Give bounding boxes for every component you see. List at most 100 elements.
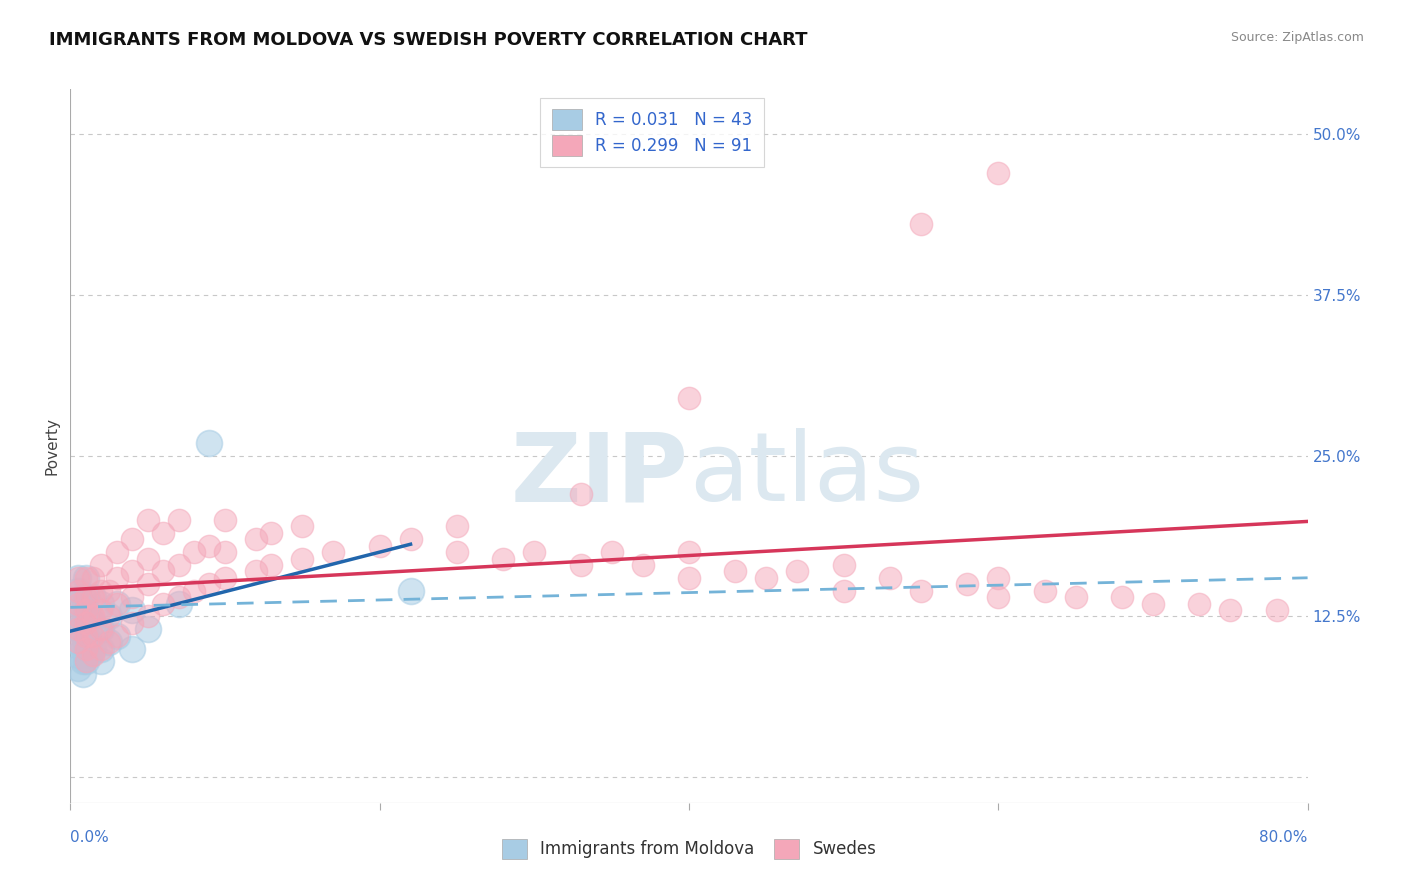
Point: [105, 597, 128, 611]
Text: Source: ZipAtlas.com: Source: ZipAtlas.com: [1230, 31, 1364, 45]
Point: [98, 635, 120, 649]
Point: [136, 577, 159, 591]
Point: [678, 391, 700, 405]
Point: [75, 641, 97, 656]
Text: 80.0%: 80.0%: [1260, 830, 1308, 845]
Point: [98, 583, 120, 598]
Point: [121, 565, 143, 579]
Point: [446, 519, 468, 533]
Point: [75, 615, 97, 630]
Point: [832, 558, 855, 572]
Point: [631, 558, 654, 572]
Point: [67, 583, 90, 598]
Point: [82, 615, 105, 630]
Point: [399, 533, 422, 547]
Point: [90, 583, 112, 598]
Point: [322, 545, 344, 559]
Point: [90, 603, 112, 617]
Point: [105, 545, 128, 559]
Point: [90, 597, 112, 611]
Point: [75, 615, 97, 630]
Point: [67, 635, 90, 649]
Point: [75, 629, 97, 643]
Point: [67, 622, 90, 636]
Point: [105, 629, 128, 643]
Point: [82, 571, 105, 585]
Point: [90, 654, 112, 668]
Point: [82, 641, 105, 656]
Point: [291, 551, 314, 566]
Point: [82, 648, 105, 662]
Point: [956, 577, 979, 591]
Point: [75, 590, 97, 604]
Point: [198, 435, 221, 450]
Point: [260, 525, 283, 540]
Point: [167, 590, 190, 604]
Point: [214, 545, 236, 559]
Point: [446, 545, 468, 559]
Point: [121, 533, 143, 547]
Point: [755, 571, 778, 585]
Point: [1064, 590, 1087, 604]
Point: [98, 609, 120, 624]
Point: [90, 622, 112, 636]
Point: [724, 565, 747, 579]
Point: [214, 513, 236, 527]
Point: [105, 571, 128, 585]
Point: [987, 590, 1010, 604]
Point: [260, 558, 283, 572]
Point: [98, 635, 120, 649]
Point: [75, 571, 97, 585]
Point: [98, 609, 120, 624]
Point: [183, 545, 205, 559]
Point: [136, 609, 159, 624]
Point: [105, 629, 128, 643]
Point: [569, 487, 592, 501]
Point: [72, 603, 94, 617]
Point: [75, 603, 97, 617]
Point: [1265, 603, 1288, 617]
Point: [198, 539, 221, 553]
Point: [368, 539, 391, 553]
Point: [72, 654, 94, 668]
Point: [67, 583, 90, 598]
Point: [67, 661, 90, 675]
Point: [75, 641, 97, 656]
Point: [67, 571, 90, 585]
Point: [72, 667, 94, 681]
Point: [72, 641, 94, 656]
Point: [678, 571, 700, 585]
Point: [67, 622, 90, 636]
Point: [67, 609, 90, 624]
Point: [72, 615, 94, 630]
Point: [121, 641, 143, 656]
Point: [245, 533, 267, 547]
Point: [67, 597, 90, 611]
Point: [121, 590, 143, 604]
Point: [75, 654, 97, 668]
Text: 0.0%: 0.0%: [70, 830, 110, 845]
Point: [987, 166, 1010, 180]
Point: [67, 609, 90, 624]
Point: [152, 525, 174, 540]
Point: [105, 597, 128, 611]
Point: [77, 622, 100, 636]
Point: [75, 590, 97, 604]
Point: [72, 590, 94, 604]
Point: [245, 565, 267, 579]
Point: [152, 565, 174, 579]
Text: IMMIGRANTS FROM MOLDOVA VS SWEDISH POVERTY CORRELATION CHART: IMMIGRANTS FROM MOLDOVA VS SWEDISH POVER…: [49, 31, 807, 49]
Point: [82, 629, 105, 643]
Point: [910, 583, 932, 598]
Point: [569, 558, 592, 572]
Point: [399, 583, 422, 598]
Point: [1142, 597, 1164, 611]
Point: [90, 558, 112, 572]
Point: [90, 622, 112, 636]
Point: [523, 545, 546, 559]
Point: [786, 565, 808, 579]
Point: [75, 654, 97, 668]
Point: [832, 583, 855, 598]
Point: [67, 571, 90, 585]
Point: [75, 571, 97, 585]
